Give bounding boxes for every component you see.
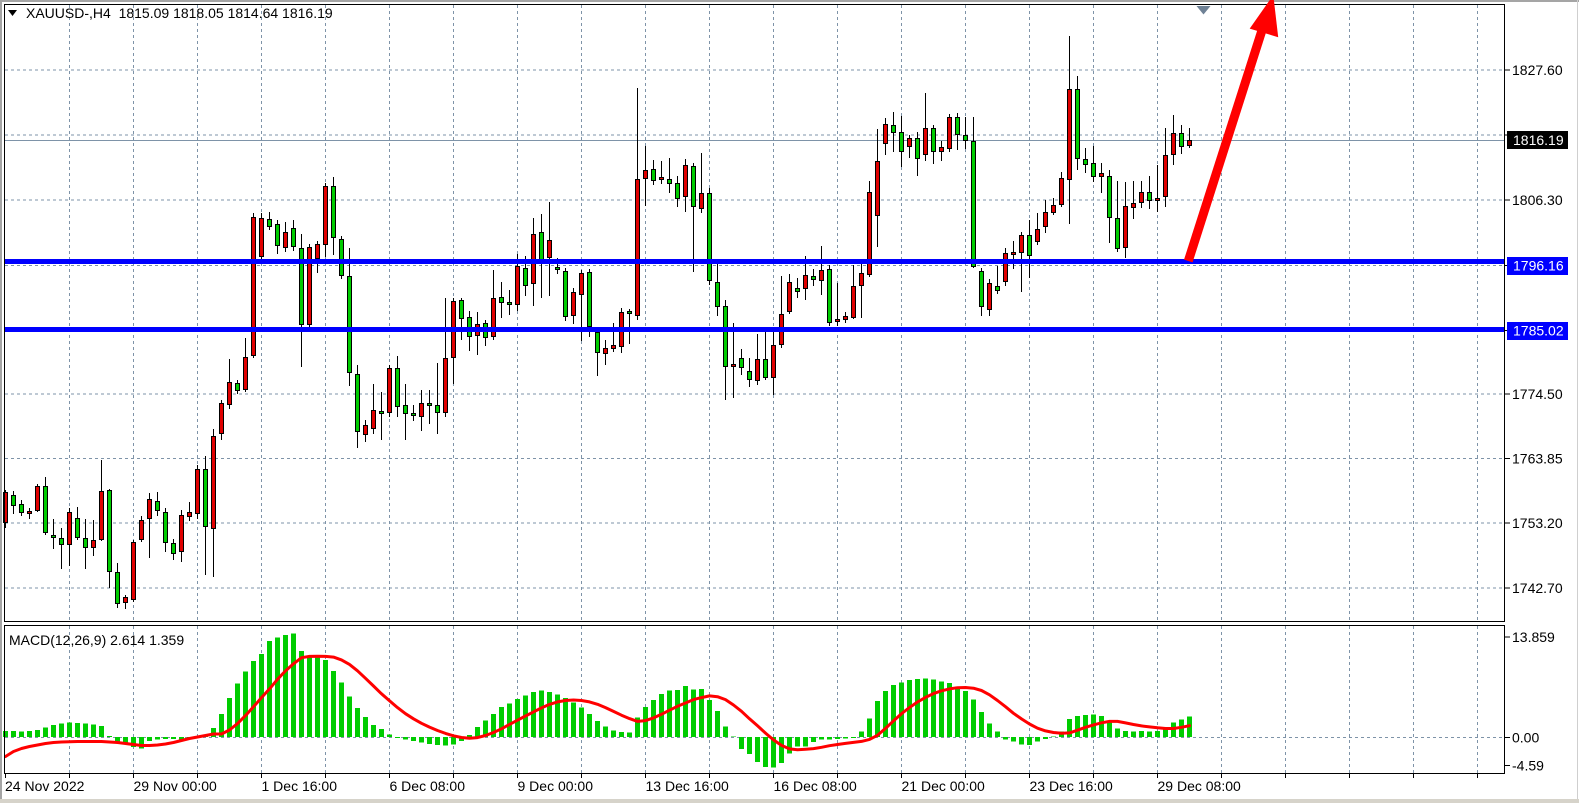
svg-text:23 Dec 16:00: 23 Dec 16:00: [1030, 778, 1113, 794]
svg-text:29 Nov 00:00: 29 Nov 00:00: [134, 778, 217, 794]
svg-text:21 Dec 00:00: 21 Dec 00:00: [902, 778, 985, 794]
svg-text:1816.19: 1816.19: [1513, 132, 1564, 148]
svg-text:1763.85: 1763.85: [1512, 451, 1563, 467]
svg-text:1774.50: 1774.50: [1512, 386, 1563, 402]
svg-text:16 Dec 08:00: 16 Dec 08:00: [774, 778, 857, 794]
svg-text:1742.70: 1742.70: [1512, 580, 1563, 596]
svg-text:1 Dec 16:00: 1 Dec 16:00: [262, 778, 338, 794]
svg-text:MACD(12,26,9) 2.614 1.359: MACD(12,26,9) 2.614 1.359: [9, 632, 184, 648]
svg-text:13 Dec 16:00: 13 Dec 16:00: [646, 778, 729, 794]
svg-text:1827.60: 1827.60: [1512, 62, 1563, 78]
svg-text:1806.30: 1806.30: [1512, 192, 1563, 208]
svg-text:-4.59: -4.59: [1512, 758, 1544, 774]
svg-text:1785.02: 1785.02: [1513, 323, 1564, 339]
svg-text:1796.16: 1796.16: [1513, 258, 1564, 274]
svg-text:29 Dec 08:00: 29 Dec 08:00: [1158, 778, 1241, 794]
svg-text:1753.20: 1753.20: [1512, 515, 1563, 531]
svg-text:24 Nov 2022: 24 Nov 2022: [5, 778, 85, 794]
svg-text:13.859: 13.859: [1512, 629, 1555, 645]
svg-text:0.00: 0.00: [1512, 730, 1539, 746]
svg-text:6 Dec 08:00: 6 Dec 08:00: [390, 778, 466, 794]
svg-text:9 Dec 00:00: 9 Dec 00:00: [518, 778, 594, 794]
svg-text:XAUUSD-,H4 1815.09 1818.05 18: XAUUSD-,H4 1815.09 1818.05 1814.64 1816.…: [26, 5, 333, 21]
